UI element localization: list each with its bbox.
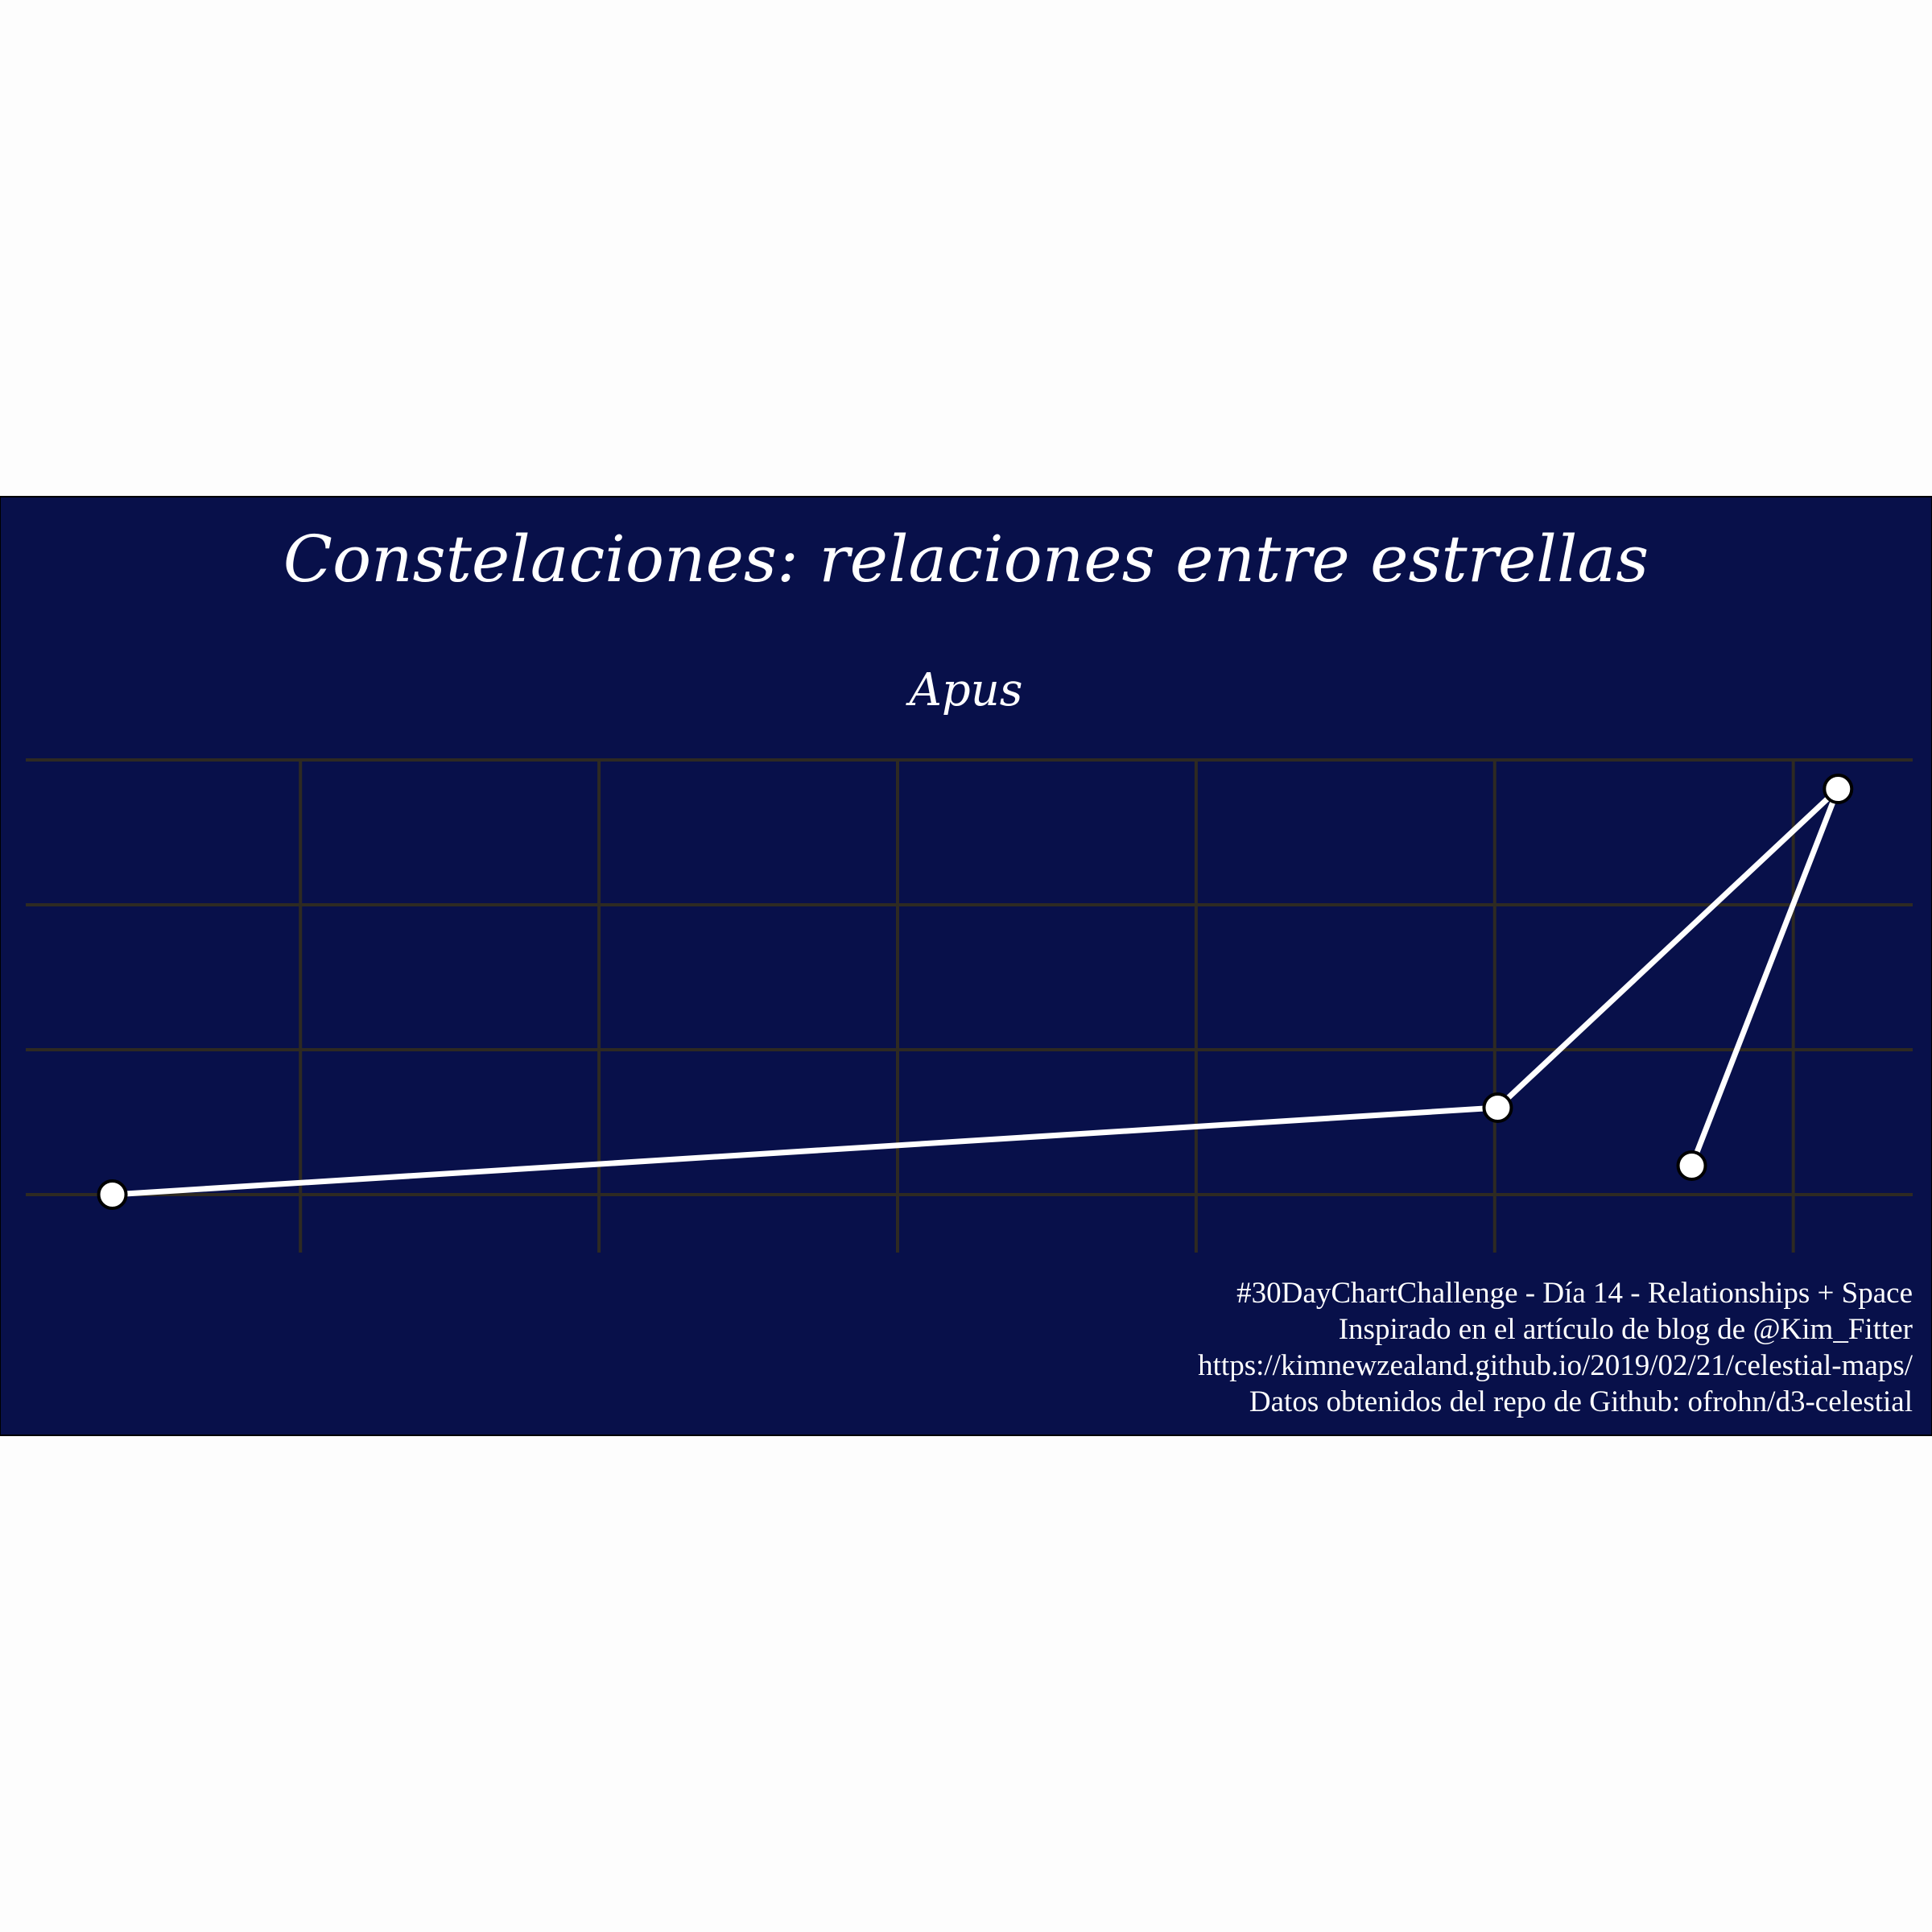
caption-line-1: #30DayChartChallenge - Día 14 - Relation…	[1236, 1277, 1913, 1310]
stars	[97, 774, 1854, 1210]
star-point-3	[1676, 1150, 1707, 1181]
chart-subtitle: Apus	[905, 664, 1022, 716]
caption: #30DayChartChallenge - Día 14 - Relation…	[1198, 1277, 1913, 1418]
star-point-1	[1482, 1092, 1513, 1123]
caption-line-3: https://kimnewzealand.github.io/2019/02/…	[1198, 1349, 1913, 1382]
constellation-segment-2	[1689, 786, 1841, 1169]
caption-line-2: Inspirado en el artículo de blog de @Kim…	[1339, 1313, 1913, 1346]
constellation-segment-0	[109, 1104, 1501, 1198]
star-point-0	[97, 1179, 128, 1210]
grid	[26, 758, 1913, 1253]
constellation-lines	[109, 786, 1841, 1198]
chart-title: Constelaciones: relaciones entre estrell…	[283, 522, 1649, 597]
constellation-segment-1	[1494, 786, 1841, 1111]
caption-line-4: Datos obtenidos del repo de Github: ofro…	[1249, 1385, 1913, 1418]
chart-panel	[0, 496, 1932, 1436]
star-point-2	[1823, 774, 1854, 804]
